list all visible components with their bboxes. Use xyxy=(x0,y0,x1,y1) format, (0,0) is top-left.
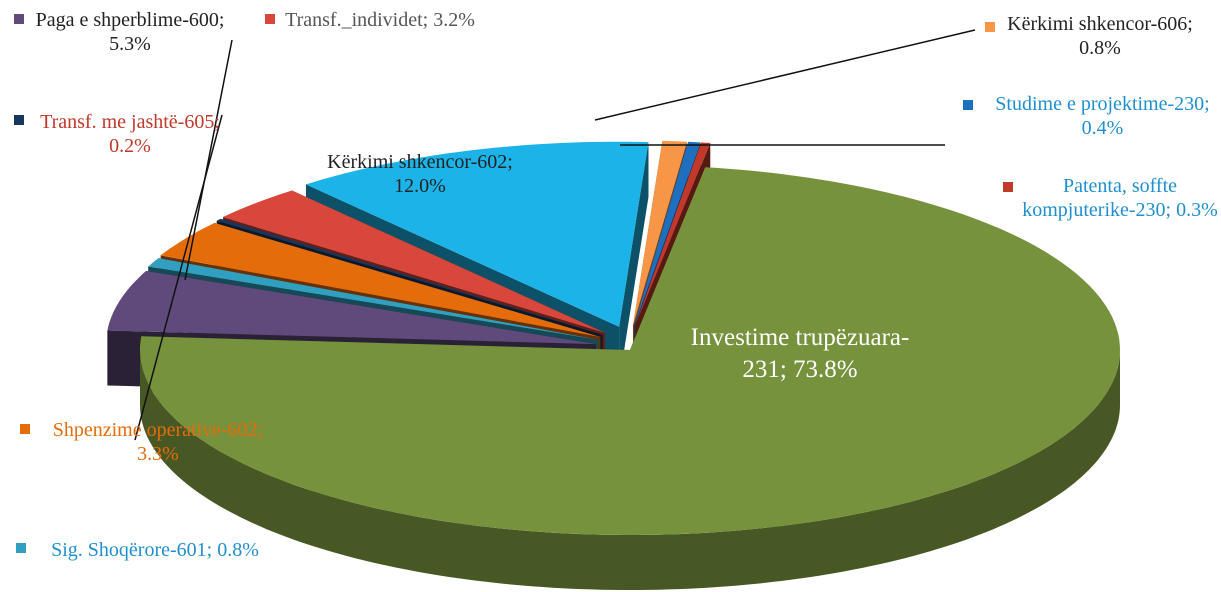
legend-swatch xyxy=(963,100,973,110)
slice xyxy=(107,271,597,345)
data-label: Studime e projektime-230; 0.4% xyxy=(995,93,1210,139)
legend-swatch xyxy=(20,424,30,434)
data-label: Transf._individet; 3.2% xyxy=(285,9,475,31)
data-label: Patenta, soffte kompjuterike-230; 0.3% xyxy=(1022,175,1218,221)
legend-swatch xyxy=(14,14,24,24)
legend-swatch xyxy=(16,543,26,553)
slice xyxy=(216,218,603,335)
data-label: Paga e shperblime-600; 5.3% xyxy=(35,9,225,55)
data-label: Investime trupëzuara-231; 73.8% xyxy=(690,324,910,383)
slice xyxy=(634,141,701,326)
legend-swatch xyxy=(985,22,995,32)
legend-swatch xyxy=(265,14,275,24)
legend-swatch xyxy=(1003,182,1013,192)
slice xyxy=(148,258,599,340)
slice xyxy=(635,142,711,326)
data-label: Shpenzime operative-602; 3.3% xyxy=(52,419,264,465)
slice-side xyxy=(140,350,1120,590)
leader-line xyxy=(134,114,223,441)
slice-cut xyxy=(619,142,649,382)
slice xyxy=(306,141,649,327)
slice xyxy=(160,222,601,337)
leader-line xyxy=(594,29,976,121)
leader-line xyxy=(184,39,233,281)
data-label: Sig. Shoqërore-601; 0.8% xyxy=(51,539,259,561)
data-label: Kërkimi shkencor-602; 12.0% xyxy=(327,151,513,197)
data-label: Transf. me jashtë-605; 0.2% xyxy=(40,111,220,157)
legend-swatch xyxy=(14,115,24,125)
data-label: Kërkimi shkencor-606; 0.8% xyxy=(1007,13,1193,59)
slice xyxy=(632,140,687,326)
slice xyxy=(140,167,1120,535)
slice xyxy=(223,190,606,333)
